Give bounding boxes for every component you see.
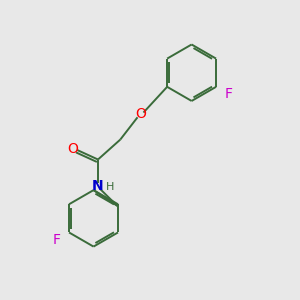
Text: F: F (224, 87, 232, 101)
Text: N: N (92, 179, 104, 193)
Text: H: H (106, 182, 114, 192)
Text: F: F (53, 232, 61, 247)
Text: O: O (135, 107, 146, 121)
Text: O: O (67, 142, 78, 155)
